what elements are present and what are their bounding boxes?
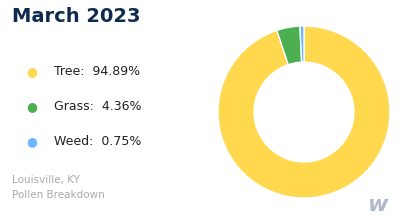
Text: Louisville, KY
Pollen Breakdown: Louisville, KY Pollen Breakdown <box>12 175 105 200</box>
Text: ●: ● <box>26 135 38 148</box>
Text: w: w <box>368 195 388 215</box>
Text: Tree:  94.89%: Tree: 94.89% <box>54 65 140 78</box>
Wedge shape <box>300 26 304 62</box>
Text: ●: ● <box>26 65 38 78</box>
Text: March 2023: March 2023 <box>12 7 140 26</box>
Text: ●: ● <box>26 100 38 113</box>
Wedge shape <box>277 26 302 65</box>
Text: Grass:  4.36%: Grass: 4.36% <box>54 100 142 113</box>
Text: Weed:  0.75%: Weed: 0.75% <box>54 135 141 148</box>
Wedge shape <box>218 26 390 198</box>
